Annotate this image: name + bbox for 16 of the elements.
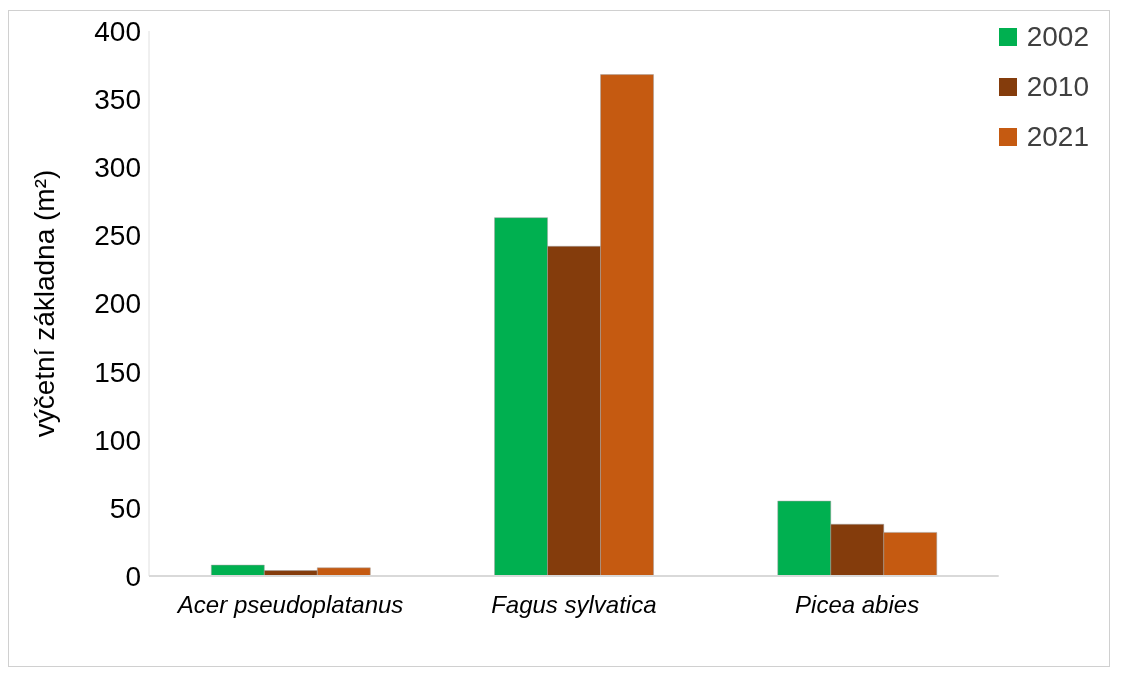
- legend-label: 2021: [1026, 121, 1089, 153]
- y-tick-label: 250: [94, 220, 141, 252]
- x-tick-label: Picea abies: [795, 591, 920, 619]
- y-tick-label: 100: [94, 424, 141, 456]
- x-tick-label: Fagus sylvatica: [491, 591, 657, 619]
- legend-label: 2010: [1026, 71, 1089, 103]
- y-tick-label: 150: [94, 356, 141, 388]
- y-tick-label: 400: [94, 15, 141, 47]
- y-tick-label: 350: [94, 84, 141, 116]
- y-axis-title: výčetní základna (m²): [28, 169, 60, 438]
- y-tick-label: 0: [125, 560, 141, 592]
- legend-label: 2002: [1026, 21, 1089, 53]
- y-tick-label: 200: [94, 288, 141, 320]
- x-tick-label: Acer pseudoplatanus: [175, 591, 404, 619]
- y-tick-label: 300: [94, 152, 141, 184]
- y-tick-label: 50: [109, 492, 141, 524]
